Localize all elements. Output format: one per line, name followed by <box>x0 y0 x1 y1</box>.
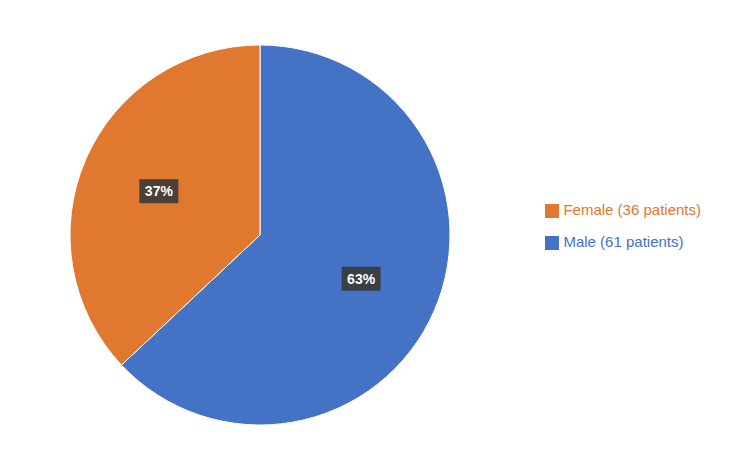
html-text:Female (36 patients): Female (36 patients) <box>563 200 701 218</box>
html-text:Male (61 patients): Male (61 patients) <box>563 232 684 250</box>
svg-text:37%: 37% <box>145 183 174 199</box>
svg-text:63%: 63% <box>347 271 376 287</box>
